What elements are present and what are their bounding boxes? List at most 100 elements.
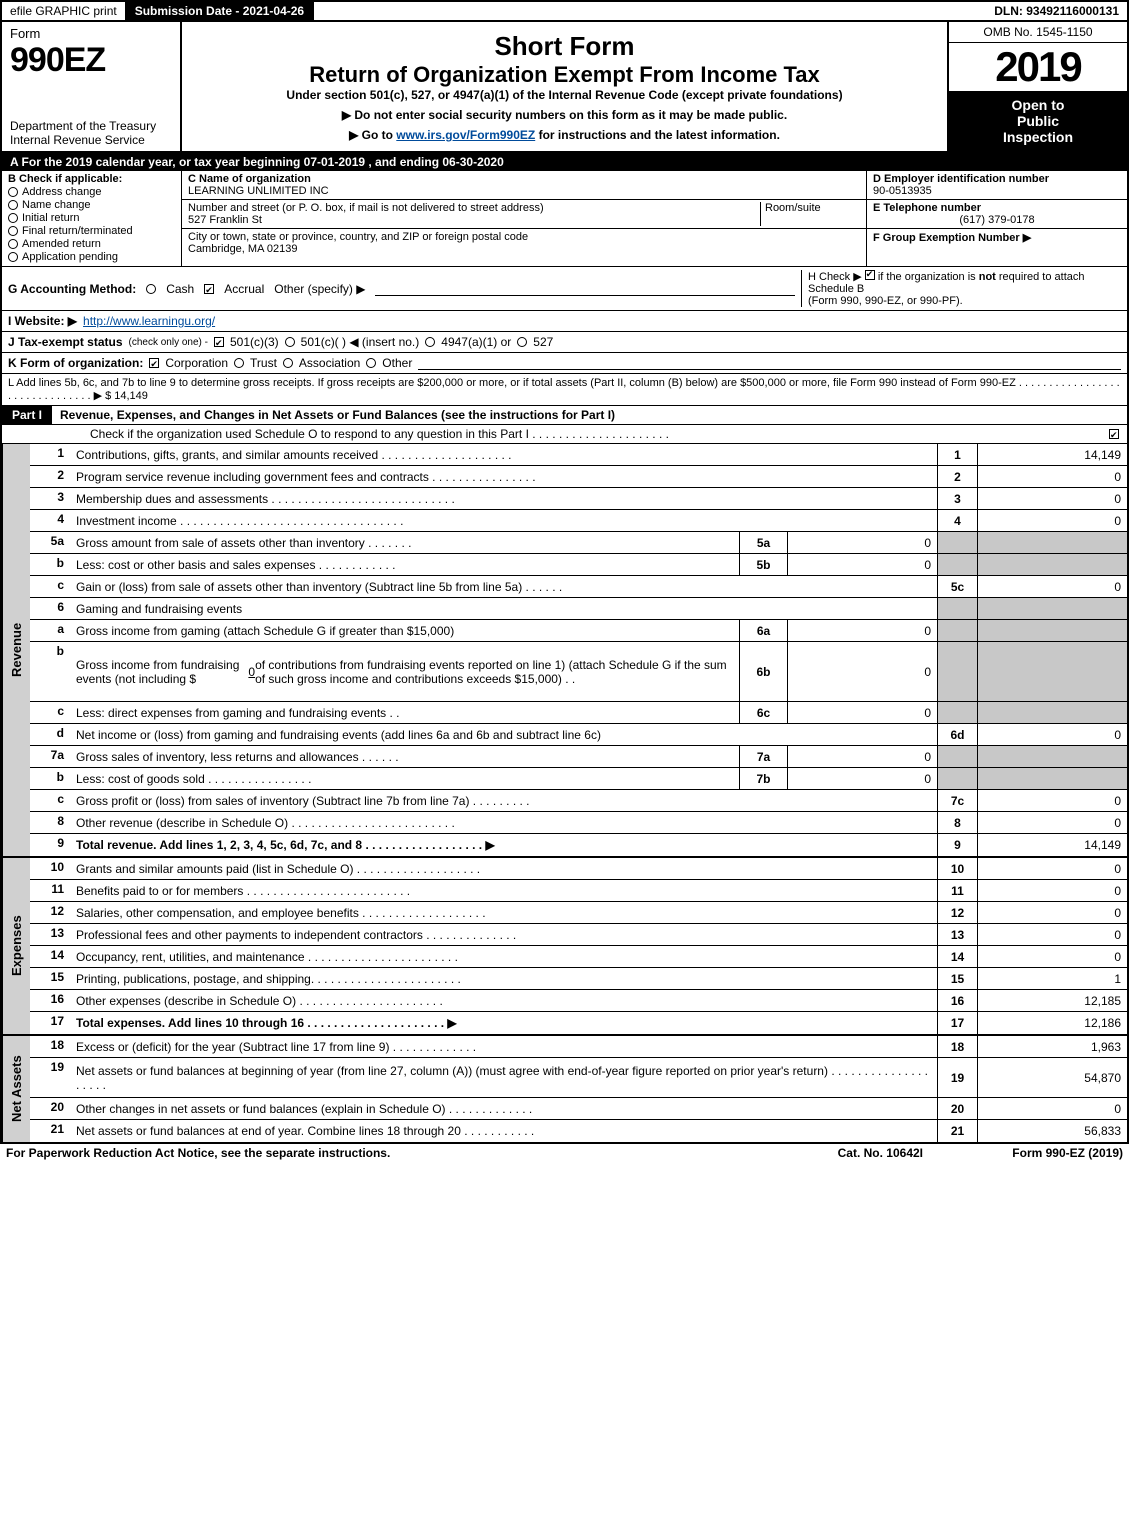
result-val: 14,149 [977,444,1127,465]
lineno: 15 [30,968,70,989]
grey-cell [977,768,1127,789]
linedesc: Printing, publications, postage, and shi… [70,968,937,989]
linedesc: Other expenses (describe in Schedule O) … [70,990,937,1011]
k-o3: Association [299,356,360,370]
cb-4947[interactable] [425,337,435,347]
result-num: 11 [937,880,977,901]
sub-val: 0 [787,768,937,789]
part1-header-row: Part I Revenue, Expenses, and Changes in… [0,406,1129,425]
result-val: 12,186 [977,1012,1127,1034]
mid-rows: G Accounting Method: Cash Accrual Other … [0,267,1129,406]
cb-schedule-o-part1[interactable] [1109,429,1119,439]
cb-501c[interactable] [285,337,295,347]
irs-link[interactable]: www.irs.gov/Form990EZ [396,128,535,142]
goto-notice: ▶ Go to www.irs.gov/Form990EZ for instru… [349,128,780,142]
line-5c: c Gain or (loss) from sale of assets oth… [30,576,1127,598]
lineno: 1 [30,444,70,465]
footer-left: For Paperwork Reduction Act Notice, see … [6,1146,838,1160]
linedesc: Membership dues and assessments . . . . … [70,488,937,509]
grey-cell [937,554,977,575]
result-val: 14,149 [977,834,1127,856]
lineno: d [30,724,70,745]
linedesc: Gross income from gaming (attach Schedul… [70,620,739,641]
org-name-label: C Name of organization [188,173,860,185]
cb-corporation[interactable] [149,358,159,368]
under-section: Under section 501(c), 527, or 4947(a)(1)… [286,88,842,102]
sub-num: 7b [739,768,787,789]
result-val: 1 [977,968,1127,989]
j-hint: (check only one) - [129,337,208,348]
cb-527[interactable] [517,337,527,347]
header-center: Short Form Return of Organization Exempt… [182,22,947,151]
linedesc: Gross sales of inventory, less returns a… [70,746,739,767]
line-3: 3 Membership dues and assessments . . . … [30,488,1127,510]
box-b-title: B Check if applicable: [8,173,175,185]
result-num: 13 [937,924,977,945]
cb-name-change[interactable]: Name change [8,199,175,211]
group-exemption-label: F Group Exemption Number ▶ [873,232,1031,244]
line-5b: b Less: cost or other basis and sales ex… [30,554,1127,576]
line-1: 1 Contributions, gifts, grants, and simi… [30,444,1127,466]
linedesc: Total expenses. Add lines 10 through 16 … [70,1012,937,1034]
lineno: 21 [30,1120,70,1142]
lineno: b [30,642,70,701]
lineno: 12 [30,902,70,923]
cb-cash[interactable] [146,284,156,294]
cb-trust[interactable] [234,358,244,368]
grey-cell [937,620,977,641]
lineno: 16 [30,990,70,1011]
open-line2: Public [955,113,1121,129]
org-name-cell: C Name of organization LEARNING UNLIMITE… [182,171,866,200]
sub-val: 0 [787,746,937,767]
cb-final-return[interactable]: Final return/terminated [8,225,175,237]
grey-cell [977,702,1127,723]
result-num: 4 [937,510,977,531]
box-def: D Employer identification number 90-0513… [867,171,1127,266]
lineno: a [30,620,70,641]
page-footer: For Paperwork Reduction Act Notice, see … [0,1144,1129,1162]
cb-association[interactable] [283,358,293,368]
netassets-section: Net Assets 18 Excess or (deficit) for th… [2,1034,1127,1142]
cb-address-change[interactable]: Address change [8,186,175,198]
lineno: 4 [30,510,70,531]
cb-label: Address change [22,186,102,198]
k-o2: Trust [250,356,277,370]
header-left: Form 990EZ Department of the Treasury In… [2,22,182,151]
cb-amended-return[interactable]: Amended return [8,238,175,250]
result-num: 15 [937,968,977,989]
no-ssn-notice: ▶ Do not enter social security numbers o… [342,108,787,122]
other-label: Other (specify) ▶ [274,282,365,296]
netassets-side-label: Net Assets [2,1036,30,1142]
goto-pre: ▶ Go to [349,128,396,142]
line-17: 17 Total expenses. Add lines 10 through … [30,1012,1127,1034]
lineno: b [30,554,70,575]
revenue-lines: 1 Contributions, gifts, grants, and simi… [30,444,1127,856]
revenue-side-label: Revenue [2,444,30,856]
room-suite-label: Room/suite [760,202,860,226]
cb-other-org[interactable] [366,358,376,368]
result-num: 7c [937,790,977,811]
goto-post: for instructions and the latest informat… [539,128,780,142]
form-header: Form 990EZ Department of the Treasury In… [0,22,1129,153]
result-num: 14 [937,946,977,967]
linedesc: Other changes in net assets or fund bala… [70,1098,937,1119]
k-label: K Form of organization: [8,356,143,370]
grey-cell [977,620,1127,641]
cb-501c3[interactable] [214,337,224,347]
result-num: 10 [937,858,977,879]
line-6: 6 Gaming and fundraising events [30,598,1127,620]
cb-initial-return[interactable]: Initial return [8,212,175,224]
tax-year: 2019 [949,43,1127,91]
accrual-label: Accrual [224,282,264,296]
linedesc: Program service revenue including govern… [70,466,937,487]
cb-application-pending[interactable]: Application pending [8,251,175,263]
cb-schedule-b[interactable] [865,270,875,280]
part1-tab: Part I [2,406,52,424]
j-o3: 4947(a)(1) or [441,335,511,349]
result-num: 18 [937,1036,977,1057]
website-link[interactable]: http://www.learningu.org/ [83,314,215,328]
lineno: 7a [30,746,70,767]
sub-num: 6b [739,642,787,701]
cb-accrual[interactable] [204,284,214,294]
line-20: 20 Other changes in net assets or fund b… [30,1098,1127,1120]
